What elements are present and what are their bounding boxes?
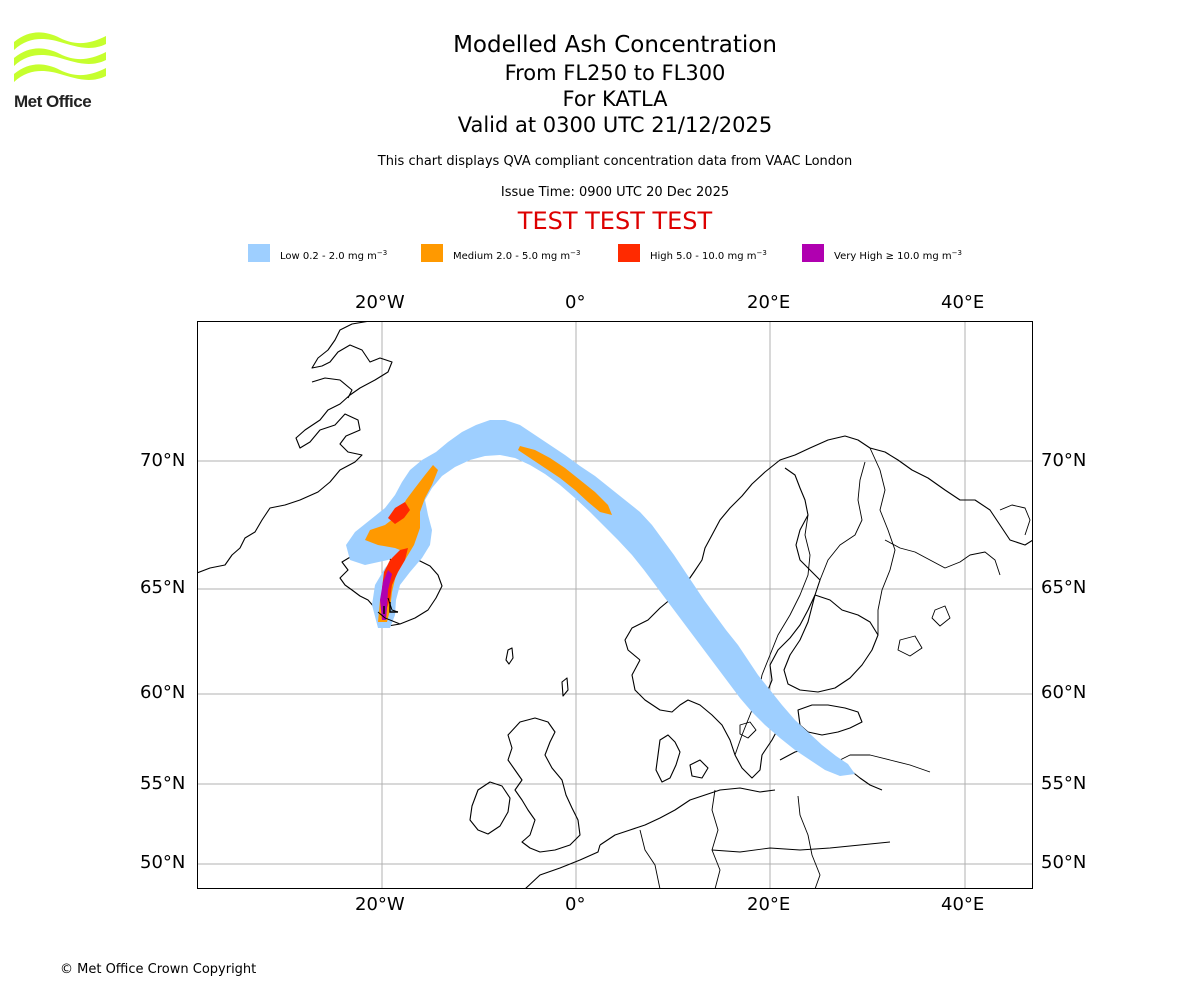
lat-tick-left-65n: 65°N [140,577,186,598]
valid-time: Valid at 0300 UTC 21/12/2025 [457,113,773,137]
chart-title: Modelled Ash Concentration [453,32,777,58]
katla-marker-icon [383,602,398,614]
ash-layers [346,420,855,776]
coast-white-sea [884,539,1001,576]
coast-kanin [999,504,1031,536]
lat-tick-left-60n: 60°N [140,682,186,703]
legend-label-very-high: Very High ≥ 10.0 mg m−3 [834,249,962,262]
lat-tick-left-70n: 70°N [140,450,186,471]
graticule [197,321,1033,889]
coast-britain [507,717,581,853]
met-office-logo: Met Office [14,30,109,112]
lat-tick-right-60n: 60°N [1041,682,1087,703]
map-border [197,321,1033,889]
coast-finland [783,594,879,693]
lon-tick-bottom-40e: 40°E [941,894,985,915]
border-sweden-finland [819,461,866,581]
lake-ladoga [897,635,923,657]
legend-swatch-medium [421,244,443,262]
coast-ireland [469,781,511,835]
coast-faroe [505,647,514,665]
coast-greenland [197,321,393,574]
border-central-europe-4 [711,841,891,853]
copyright: © Met Office Crown Copyright [60,962,257,977]
met-office-waves-icon [14,32,106,82]
border-central-europe-1 [711,789,721,889]
ash-low [346,420,855,776]
volcano-name: For KATLA [562,87,668,111]
legend-label-medium: Medium 2.0 - 5.0 mg m−3 [453,249,581,262]
border-central-europe-2 [797,795,821,889]
coast-denmark [655,734,681,783]
lake-vanern [739,721,757,739]
coast-north-europe [599,787,776,846]
lon-tick-top-40e: 40°E [941,292,985,313]
legend-label-low: Low 0.2 - 2.0 mg m−3 [280,249,388,262]
lat-tick-right-55n: 55°N [1041,773,1087,794]
map-frame [197,321,1033,889]
lake-onega [931,605,951,627]
chart-header: Modelled Ash Concentration From FL250 to… [265,30,965,236]
lon-tick-top-0: 0° [565,292,586,313]
coast-denmark-islands [689,759,709,779]
coast-france [524,844,601,889]
border-central-europe-3 [639,829,661,889]
qva-note: This chart displays QVA compliant concen… [377,154,853,169]
lat-tick-left-50n: 50°N [140,852,186,873]
lon-tick-top-20w: 20°W [355,292,405,313]
border-norway-sweden [734,514,811,756]
test-banner: TEST TEST TEST [517,207,713,235]
ash-high-upper [388,502,410,524]
logo-text: Met Office [14,92,92,111]
coast-greenland-fjord [311,377,353,399]
lat-tick-left-55n: 55°N [140,773,186,794]
legend-label-high: High 5.0 - 10.0 mg m−3 [650,249,767,262]
ash-medium [365,465,438,622]
legend-swatch-low [248,244,270,262]
border-baltic-states [839,754,931,773]
lon-tick-top-20e: 20°E [747,292,791,313]
lon-tick-bottom-20w: 20°W [355,894,405,915]
ash-very-high [380,570,392,620]
legend-swatch-very-high [802,244,824,262]
lat-tick-right-50n: 50°N [1041,852,1087,873]
lon-tick-bottom-20e: 20°E [747,894,791,915]
ash-map [197,321,1033,889]
flight-level-range: From FL250 to FL300 [504,61,726,85]
lat-tick-right-65n: 65°N [1041,577,1087,598]
legend-swatch-high [618,244,640,262]
lon-tick-bottom-0: 0° [565,894,586,915]
lat-tick-right-70n: 70°N [1041,450,1087,471]
ash-high-lower [382,548,408,610]
border-finland-russia [869,447,896,635]
coast-shetland [561,677,569,697]
issue-time: Issue Time: 0900 UTC 20 Dec 2025 [500,185,730,200]
ash-medium-tail [518,446,612,515]
